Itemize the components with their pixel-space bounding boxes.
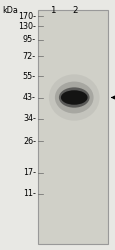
Ellipse shape	[49, 74, 99, 121]
Ellipse shape	[58, 87, 89, 108]
Text: 34-: 34-	[23, 114, 36, 123]
Text: 43-: 43-	[23, 93, 36, 102]
Ellipse shape	[60, 90, 87, 105]
Bar	[38, 10, 107, 244]
Text: 1: 1	[50, 6, 55, 15]
Text: 95-: 95-	[23, 36, 36, 44]
Text: 130-: 130-	[18, 22, 36, 31]
Text: 26-: 26-	[23, 137, 36, 146]
Ellipse shape	[54, 82, 93, 114]
Text: 55-: 55-	[23, 72, 36, 81]
Text: 72-: 72-	[23, 52, 36, 61]
Text: 170-: 170-	[18, 12, 36, 21]
Text: 2: 2	[72, 6, 78, 15]
Text: 17-: 17-	[23, 168, 36, 177]
Text: 11-: 11-	[23, 189, 36, 198]
Text: kDa: kDa	[2, 6, 18, 15]
